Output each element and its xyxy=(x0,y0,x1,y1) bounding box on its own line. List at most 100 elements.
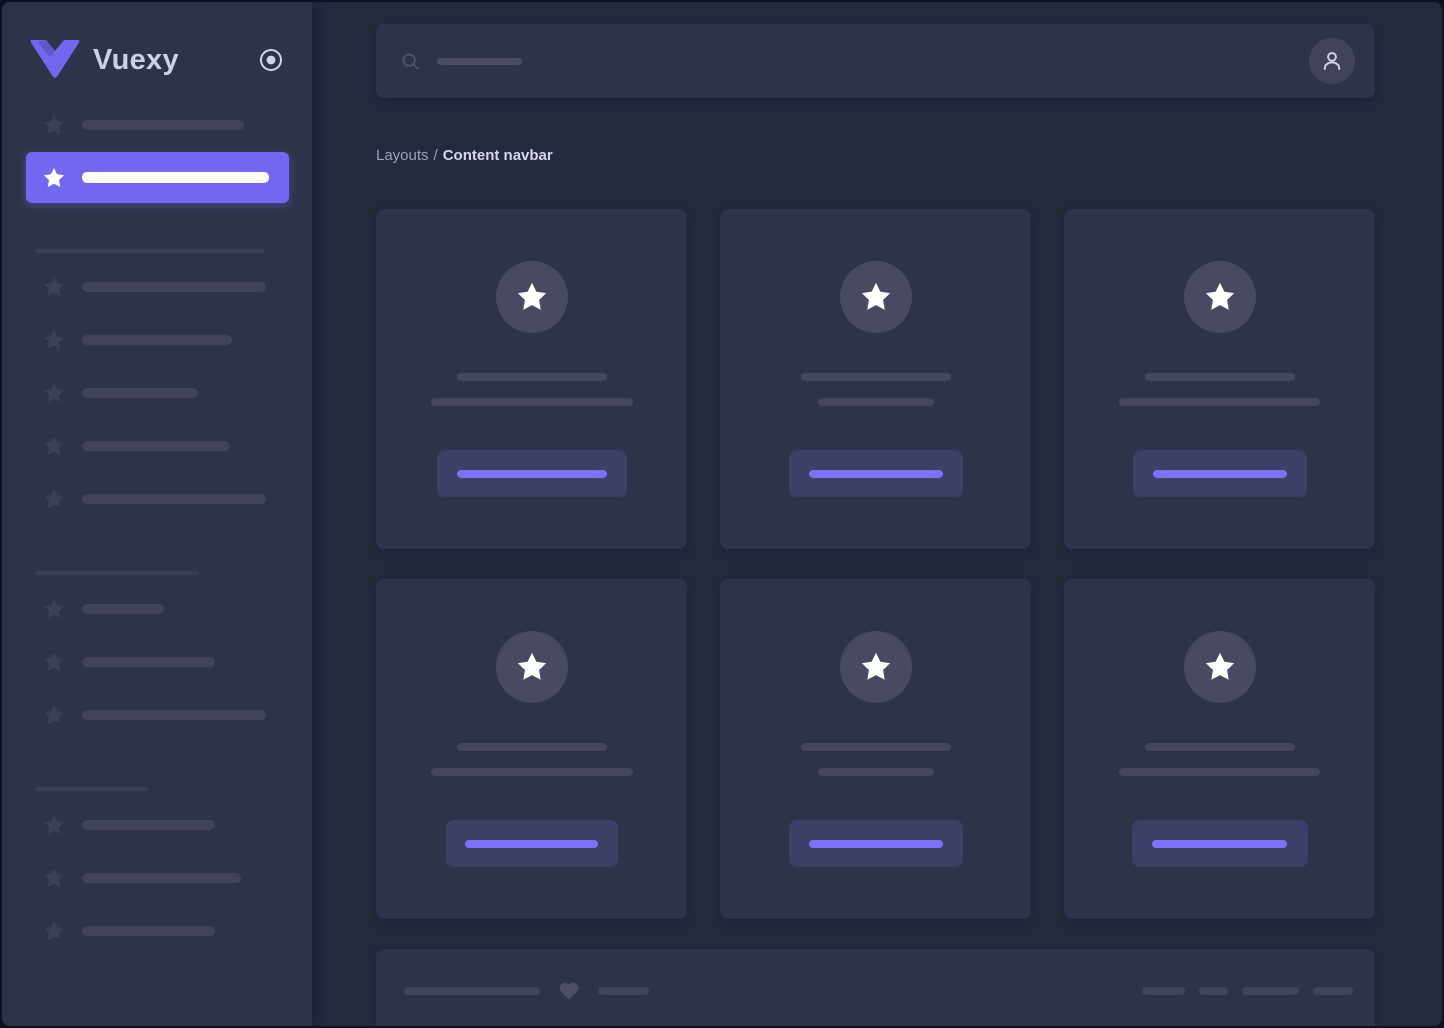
sidebar-menu-item[interactable] xyxy=(2,582,312,635)
card-title-placeholder xyxy=(800,373,951,381)
menu-pin-toggle[interactable] xyxy=(259,48,283,72)
menu-item-label-placeholder xyxy=(82,387,198,398)
card-title-placeholder xyxy=(1144,743,1295,751)
star-icon xyxy=(44,920,64,940)
star-icon xyxy=(42,328,66,352)
footer-link-placeholder xyxy=(1313,987,1353,995)
menu-item-label-placeholder xyxy=(82,709,266,720)
footer-text-placeholder xyxy=(598,987,649,995)
menu-item-label-placeholder xyxy=(82,872,241,883)
card-avatar xyxy=(495,631,568,703)
card-subtitle-placeholder xyxy=(1119,768,1320,776)
card-action-button[interactable] xyxy=(788,820,963,867)
demo-card xyxy=(376,579,687,919)
star-icon xyxy=(1203,280,1237,314)
sidebar-menu-item[interactable] xyxy=(2,472,312,525)
sidebar-menu-item[interactable] xyxy=(2,635,312,688)
star-icon xyxy=(44,435,64,455)
menu-section-divider xyxy=(35,571,199,575)
heart-icon xyxy=(559,982,579,1000)
card-avatar xyxy=(1183,631,1256,703)
star-icon xyxy=(515,650,549,684)
star-icon xyxy=(42,703,66,727)
user-avatar[interactable] xyxy=(1309,38,1355,84)
star-icon xyxy=(44,329,64,349)
card-subtitle-placeholder xyxy=(817,768,934,776)
footer-left xyxy=(404,979,649,1003)
star-icon xyxy=(515,280,549,314)
star-icon xyxy=(517,652,546,680)
sidebar-menu-item[interactable] xyxy=(2,419,312,472)
menu-item-label-placeholder xyxy=(82,819,215,830)
breadcrumb-current: Content navbar xyxy=(442,147,553,164)
button-label-placeholder xyxy=(1152,839,1287,848)
vuexy-logo-icon xyxy=(30,40,80,80)
star-icon xyxy=(44,704,64,724)
star-icon xyxy=(859,650,893,684)
star-icon xyxy=(44,114,64,134)
menu-section-divider xyxy=(35,787,148,791)
menu-item-label-placeholder xyxy=(82,656,215,667)
breadcrumb-parent[interactable]: Layouts xyxy=(376,147,429,164)
star-icon xyxy=(517,282,546,310)
search-input[interactable] xyxy=(400,51,1309,72)
demo-card xyxy=(1064,209,1375,549)
star-icon xyxy=(1205,652,1234,680)
card-title-placeholder xyxy=(1144,373,1295,381)
card-subtitle-placeholder xyxy=(1119,398,1320,406)
card-action-button[interactable] xyxy=(1131,820,1308,867)
sidebar-menu-item[interactable] xyxy=(2,688,312,741)
footer-right xyxy=(1142,979,1353,1003)
menu-item-label-placeholder xyxy=(82,119,244,130)
sidebar-menu-item[interactable] xyxy=(2,798,312,851)
card-subtitle-placeholder xyxy=(817,398,934,406)
button-label-placeholder xyxy=(808,839,943,848)
star-icon xyxy=(861,282,890,310)
demo-card xyxy=(720,209,1031,549)
sidebar-menu xyxy=(2,80,312,957)
star-icon xyxy=(44,276,64,296)
menu-section-divider xyxy=(35,249,265,253)
footer-text-placeholder xyxy=(404,987,540,995)
star-icon xyxy=(859,280,893,314)
menu-item-label-placeholder xyxy=(82,172,269,183)
star-icon xyxy=(44,651,64,671)
star-icon xyxy=(42,650,66,674)
sidebar-menu-item[interactable] xyxy=(2,98,312,151)
card-subtitle-placeholder xyxy=(430,398,633,406)
menu-item-label-placeholder xyxy=(82,440,230,451)
content-navbar xyxy=(376,24,1375,98)
star-icon xyxy=(1203,650,1237,684)
sidebar: Vuexy xyxy=(2,2,312,1026)
star-icon xyxy=(42,919,66,943)
button-label-placeholder xyxy=(465,839,598,848)
star-icon xyxy=(42,166,66,190)
star-icon xyxy=(44,814,64,834)
sidebar-menu-item[interactable] xyxy=(2,313,312,366)
button-label-placeholder xyxy=(1152,469,1287,478)
sidebar-logo-row: Vuexy xyxy=(2,2,312,80)
sidebar-menu-item[interactable] xyxy=(2,260,312,313)
star-icon xyxy=(42,275,66,299)
card-action-button[interactable] xyxy=(436,450,627,497)
menu-item-label-placeholder xyxy=(82,334,232,345)
sidebar-menu-item[interactable] xyxy=(2,904,312,957)
card-avatar xyxy=(1183,261,1256,333)
heart-icon xyxy=(558,980,580,1002)
card-action-button[interactable] xyxy=(445,820,618,867)
card-action-button[interactable] xyxy=(1132,450,1307,497)
menu-item-label-placeholder xyxy=(82,281,266,292)
main-content: Layouts / Content navbar xyxy=(312,2,1442,1026)
menu-item-label-placeholder xyxy=(82,925,215,936)
card-title-placeholder xyxy=(456,373,607,381)
button-label-placeholder xyxy=(808,469,943,478)
card-action-button[interactable] xyxy=(788,450,963,497)
sidebar-menu-item-active[interactable] xyxy=(26,152,289,203)
sidebar-menu-item[interactable] xyxy=(2,366,312,419)
card-title-placeholder xyxy=(456,743,607,751)
menu-item-label-placeholder xyxy=(82,603,164,614)
breadcrumb-separator: / xyxy=(433,147,438,164)
person-icon xyxy=(1323,52,1341,70)
menu-item-label-placeholder xyxy=(82,493,266,504)
sidebar-menu-item[interactable] xyxy=(2,851,312,904)
